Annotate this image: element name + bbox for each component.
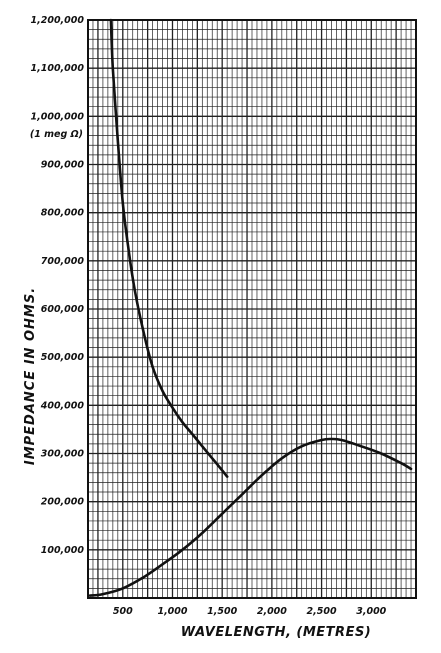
y-axis-label: IMPEDANCE IN OHMS.: [23, 287, 38, 465]
x-tick-label: 500: [113, 606, 133, 617]
y-tick-label: 500,000: [41, 352, 85, 363]
x-tick-labels: 500 1,000 1,500 2,000 2,500 3,000: [113, 606, 387, 617]
y-tick-label: 200,000: [41, 497, 85, 508]
annotation-1-meg: (1 meg Ω): [30, 129, 83, 140]
x-tick-label: 1,500: [207, 606, 237, 617]
y-tick-label: 100,000: [41, 545, 85, 556]
series-group: [88, 18, 413, 597]
plot-border: [87, 19, 417, 599]
y-tick-label: 300,000: [41, 449, 85, 460]
y-tick-labels: 100,000 200,000 300,000 400,000 500,000 600,0…: [31, 15, 85, 556]
y-tick-label: 600,000: [41, 304, 85, 315]
series-line-1: [109, 18, 229, 478]
y-tick-label: 1,000,000: [31, 111, 85, 122]
x-axis-label: WAVELENGTH, (METRES): [181, 625, 372, 640]
y-tick-label: 800,000: [41, 208, 85, 219]
x-tick-label: 3,000: [356, 606, 386, 617]
y-tick-label: 900,000: [41, 160, 85, 171]
x-tick-label: 2,000: [257, 606, 287, 617]
y-tick-label: 1,200,000: [31, 15, 85, 26]
x-tick-label: 2,500: [307, 606, 337, 617]
x-tick-label: 1,000: [157, 606, 187, 617]
grid: [87, 19, 417, 599]
y-tick-label: 700,000: [41, 256, 85, 267]
y-tick-label: 400,000: [40, 400, 85, 411]
series-line-2: [88, 437, 413, 597]
y-tick-label: 1,100,000: [31, 63, 85, 74]
